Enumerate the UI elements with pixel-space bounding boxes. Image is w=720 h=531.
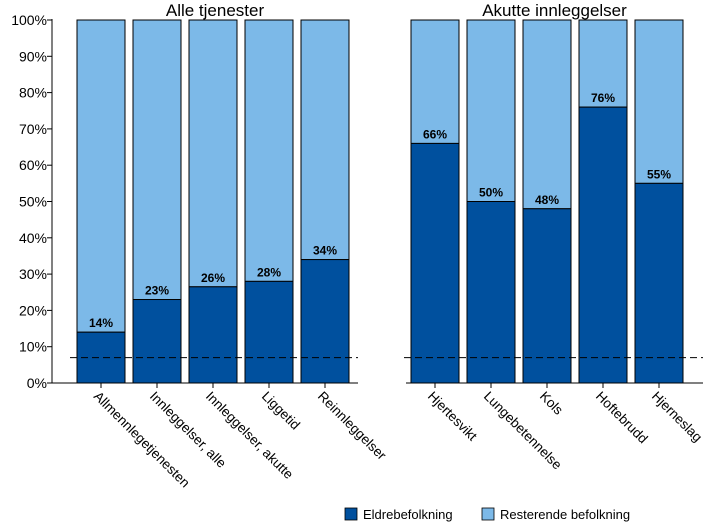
category-label: Liggetid [259, 389, 303, 433]
bar-segment-resterende [634, 19, 684, 184]
chart-panel: Akutte innleggelser66%Hjertesvikt50%Lung… [404, 1, 705, 472]
category-label: Kols [537, 389, 566, 418]
y-tick-label: 100% [11, 12, 47, 28]
panel-title: Alle tjenester [166, 1, 265, 20]
legend-label-resterende-befolkning: Resterende befolkning [500, 507, 630, 522]
y-tick-label: 40% [19, 230, 47, 246]
y-tick-label: 80% [19, 85, 47, 101]
bar-segment-eldre [244, 280, 294, 384]
chart-panel: Alle tjenester 14% Allmennlegetjenesten 23%… [51, 1, 390, 491]
bar-data-label: 23% [145, 284, 169, 298]
y-tick-label: 20% [19, 302, 47, 318]
bar-segment-resterende [76, 19, 126, 333]
bar-segment-eldre [466, 201, 516, 384]
bar-data-label: 48% [535, 193, 559, 207]
chart-panels: Alle tjenester 14% Allmennlegetjenesten 23%… [51, 1, 705, 491]
y-tick-label: 50% [19, 194, 47, 210]
bar-segment-eldre [578, 106, 628, 384]
bar-segment-resterende [244, 19, 294, 282]
bar-segment-eldre [522, 208, 572, 384]
y-tick-label: 70% [19, 121, 47, 137]
bar-data-label: 28% [257, 265, 281, 279]
bar-data-label: 14% [89, 316, 113, 330]
bar-segment-eldre [634, 182, 684, 384]
bar-segment-eldre [132, 299, 182, 384]
bar-data-label: 66% [423, 127, 447, 141]
bar-data-label: 55% [647, 167, 671, 181]
bar-data-label: 76% [591, 91, 615, 105]
legend-swatch-resterende-befolkning [481, 507, 495, 521]
category-label: Reinnleggelser [315, 389, 390, 464]
y-tick-label: 60% [19, 157, 47, 173]
y-tick-label: 30% [19, 266, 47, 282]
bar-segment-resterende [410, 19, 460, 144]
y-axis: 0% 10% 20% 30% 40% 50% 60% 70% 80% 90% 100% [11, 12, 52, 391]
category-label: Allmennlegetjenesten [91, 389, 193, 491]
y-tick-label: 0% [27, 375, 47, 391]
bar-segment-resterende [132, 19, 182, 301]
legend-swatch-eldrebefolkning [344, 507, 358, 521]
bar-segment-resterende [466, 19, 516, 202]
bar-segment-resterende [522, 19, 572, 210]
category-label: Hjerneslag [649, 389, 705, 445]
bar-segment-eldre [188, 286, 238, 384]
bar-segment-resterende [188, 19, 238, 288]
category-label: Hoftebrudd [593, 389, 651, 447]
category-label: Hjertesvikt [425, 389, 480, 444]
bar-data-label: 34% [313, 244, 337, 258]
y-tick-label: 10% [19, 339, 47, 355]
bar-data-label: 50% [479, 186, 503, 200]
bar-data-label: 26% [201, 271, 225, 285]
bar-segment-resterende [300, 19, 350, 261]
panel-title: Akutte innleggelser [482, 1, 627, 20]
bar-segment-resterende [578, 19, 628, 108]
legend-label-eldrebefolkning: Eldrebefolkning [363, 507, 453, 522]
legend: Eldrebefolkning Resterende befolkning [344, 507, 630, 522]
y-tick-label: 90% [19, 48, 47, 64]
bar-segment-eldre [300, 259, 350, 384]
bar-segment-eldre [410, 142, 460, 384]
